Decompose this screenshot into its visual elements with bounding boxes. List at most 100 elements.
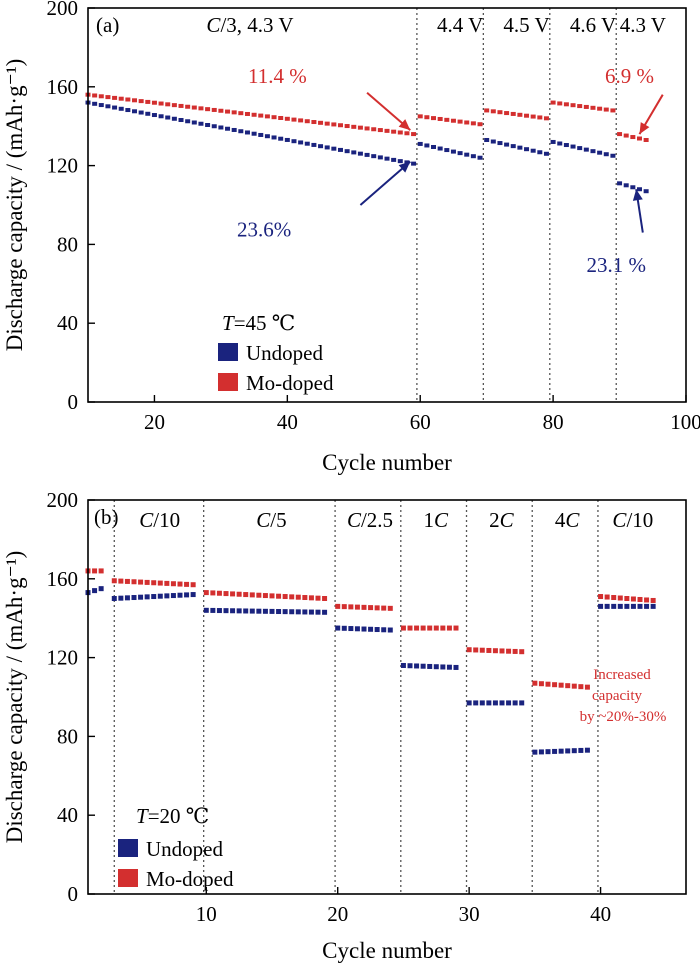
panel-a-legend: T=45 ℃ Undoped Mo-doped [218,311,334,395]
undoped-point [170,593,176,599]
undoped-point [125,108,131,113]
mo_doped-point [171,103,177,108]
mo_doped-point [308,595,314,601]
undoped-point [191,120,197,125]
undoped-point [538,749,544,755]
mo_doped-point [256,592,262,598]
mo_doped-point [477,122,483,127]
mo_doped-point [251,112,257,117]
undoped-point [357,151,363,156]
mo_doped-point [98,94,104,99]
mo_doped-point [284,116,290,121]
y-tick-label: 0 [68,882,79,906]
mo_doped-point [417,114,423,119]
mo_doped-point [225,109,231,114]
undoped-point [374,627,380,633]
undoped-point [558,748,564,754]
panel-a-labels: Cycle number Discharge capacity / (mAh·g⁻… [2,13,666,475]
undoped-point [479,700,485,706]
x-tick-label: 40 [277,410,298,434]
mo_doped-point [278,115,284,120]
mo_doped-point [630,135,636,140]
segment-label-part: 2 [489,508,500,532]
mo_doped-point [144,579,150,585]
undoped-legend-label: Undoped [246,341,323,365]
undoped-point [203,607,209,613]
undoped-point [351,150,357,155]
undoped-point [335,625,341,631]
y-axis-title: Discharge capacity / (mAh·g⁻¹) [2,59,27,352]
undoped-point [545,749,551,755]
undoped-point [238,129,244,134]
undoped-point [414,663,420,669]
y-tick-label: 120 [47,646,79,670]
undoped-point [324,145,330,150]
y-tick-label: 120 [47,154,79,178]
mo_doped-point [610,108,616,113]
undoped-point [223,608,229,614]
segment-label-part: /10 [626,508,653,532]
segment-label-part: 4 [555,508,566,532]
undoped-point [111,596,117,601]
undoped-point [446,664,452,670]
mo_doped-point [484,108,490,113]
mo_doped-point [617,595,623,601]
mo_doped-point [203,590,209,596]
segment-label-part: 4.4 V [437,13,483,37]
panel-a-segment-lines [416,8,617,402]
panel-b-legend: T=20 ℃ Undoped Mo-doped [118,804,234,891]
mo_doped-point [238,111,244,116]
mo_doped-point [644,597,650,603]
undoped-point [377,155,383,160]
undoped-point [450,149,456,154]
undoped-point [225,126,231,131]
mo_doped-point [231,110,237,115]
mo_doped-point [557,101,563,106]
mo_doped-point [191,105,197,110]
undoped-point [530,148,536,153]
temperature-value: =45 ℃ [234,311,296,335]
undoped-point [138,110,144,115]
undoped-point [604,603,610,609]
mo_doped-point [420,625,426,631]
undoped-point [344,149,350,154]
undoped-point [264,134,270,139]
mo_doped-point [453,625,459,631]
undoped-point [165,115,171,120]
segment-label: C/10 [139,508,180,532]
undoped-point [244,130,250,135]
undoped-point [205,122,211,127]
mo_doped-point [105,95,111,100]
segment-label-part: C [139,508,154,532]
panel-label: (b) [94,505,119,529]
mo_doped-point [497,110,503,115]
mo_doped-point [185,104,191,109]
mo_doped-point [98,568,104,574]
undoped-point [552,748,558,754]
mo_doped-point [304,119,310,124]
mo_doped-point [492,648,498,654]
undoped-point [630,603,636,609]
undoped-point [118,595,124,601]
undoped-point [258,132,264,137]
undoped-point [118,106,124,111]
segment-label: 4.4 V [437,13,483,37]
undoped-point [145,111,151,116]
y-tick-label: 0 [68,390,79,414]
mo_doped-legend-label: Mo-doped [246,371,334,395]
mo_doped-point [407,625,413,631]
undoped-point [624,603,630,609]
mo_doped-point [210,590,216,596]
segment-label-part: C [347,508,362,532]
mo_doped-point [324,121,330,126]
undoped-point [157,593,163,599]
mo_doped-point [577,104,583,109]
mo_doped-legend-swatch [218,373,238,391]
mo_doped-point [361,604,367,610]
undoped-point [578,747,584,753]
mo_doped-point [92,93,98,98]
undoped-point [400,662,406,668]
mo_doped-point [322,596,328,601]
undoped-point [384,156,390,161]
segment-label-part: 4.6 V [570,13,616,37]
